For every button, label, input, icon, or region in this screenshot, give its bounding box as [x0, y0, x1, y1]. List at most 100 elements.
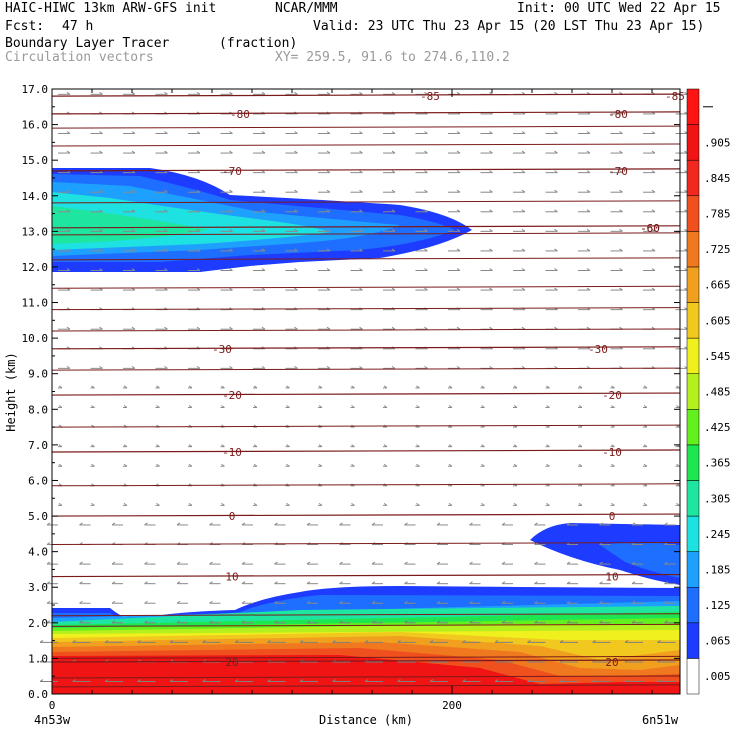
isoline — [51, 257, 681, 261]
vector-arrowhead — [267, 679, 271, 682]
colorbar-label: .425 — [704, 421, 731, 434]
vector-arrowhead — [546, 385, 550, 389]
vector-arrowhead — [619, 248, 623, 252]
vector-arrowhead — [391, 268, 396, 271]
vector-arrowhead — [111, 600, 116, 604]
vector-arrowhead — [456, 131, 461, 134]
vector-arrowhead — [294, 131, 298, 134]
vector-arrowhead — [619, 170, 623, 174]
vector-arrowhead — [651, 228, 656, 232]
y-tick-label: 11.0 — [22, 297, 49, 310]
vector-arrowhead — [383, 405, 388, 408]
vector-arrowhead — [58, 444, 63, 448]
vector-arrowhead — [318, 385, 323, 389]
vector-arrowhead — [586, 287, 591, 291]
vector-arrowhead — [274, 561, 278, 565]
vector-arrowhead — [137, 639, 141, 643]
vector-arrowhead — [123, 502, 128, 506]
vector-arrowhead — [391, 365, 396, 369]
vector-arrowhead — [566, 581, 571, 585]
vector-arrowhead — [111, 620, 116, 624]
vector-arrowhead — [72, 679, 76, 682]
vector-arrowhead — [294, 170, 298, 174]
vector-arrowhead — [164, 150, 168, 154]
colorbar-swatch — [686, 515, 700, 552]
vector-arrowhead — [66, 189, 71, 193]
vector-arrowhead — [527, 639, 531, 643]
vector-arrowhead — [521, 248, 526, 252]
vector-arrowhead — [578, 385, 583, 389]
vector-arrowhead — [261, 209, 266, 213]
vector-arrowhead — [624, 639, 629, 643]
vector-arrowhead — [79, 581, 83, 585]
vector-arrowhead — [46, 600, 51, 604]
vector-arrowhead — [448, 502, 453, 506]
vector-arrowhead — [196, 150, 201, 154]
vector-arrowhead — [448, 405, 453, 408]
isoline — [51, 307, 681, 311]
vector-arrowhead — [131, 228, 136, 232]
colorbar-swatch — [686, 622, 700, 659]
vector-arrowhead — [58, 385, 63, 389]
vector-arrowhead — [46, 542, 51, 545]
vector-arrowhead — [619, 268, 623, 271]
vector-arrowhead — [391, 170, 396, 174]
x-tick-label: 200 — [442, 699, 462, 712]
vector-arrowhead — [339, 581, 343, 585]
vector-arrowhead — [294, 209, 298, 213]
vector-arrowhead — [131, 326, 136, 330]
vector-arrowhead — [664, 620, 668, 624]
vector-arrowhead — [137, 679, 141, 682]
vector-arrowhead — [169, 639, 174, 643]
vector-arrowhead — [462, 639, 466, 643]
vector-arrowhead — [521, 131, 526, 134]
vector-arrowhead — [326, 91, 331, 95]
temperature-contour — [51, 93, 681, 97]
vector-arrowhead — [294, 248, 298, 252]
vector-arrowhead — [294, 228, 298, 232]
vector-arrowhead — [559, 679, 564, 682]
colorbar-label: .665 — [704, 279, 731, 292]
vector-arrowhead — [578, 444, 583, 448]
colorbar-swatch — [686, 124, 700, 161]
y-tick-label: 13.0 — [22, 225, 49, 238]
vector-arrowhead — [592, 679, 596, 682]
vector-arrowhead — [99, 209, 103, 213]
vector-arrowhead — [209, 620, 213, 624]
vector-arrowhead — [489, 228, 493, 232]
vector-arrowhead — [58, 405, 63, 408]
vector-arrowhead — [221, 444, 225, 448]
vector-arrowhead — [404, 620, 408, 624]
vector-arrowhead — [521, 326, 526, 330]
colorbar-label: .545 — [704, 350, 731, 363]
isoline — [51, 328, 681, 332]
vector-arrowhead — [229, 248, 233, 252]
contour-label: -20 — [222, 389, 242, 402]
vector-arrowhead — [46, 581, 51, 585]
vector-arrowhead — [489, 248, 493, 252]
vector-arrowhead — [286, 405, 290, 408]
vector-arrowhead — [294, 365, 298, 369]
vector-arrowhead — [546, 502, 550, 506]
vector-arrowhead — [586, 150, 591, 154]
vector-arrowhead — [513, 405, 518, 408]
vector-arrowhead — [39, 639, 44, 643]
vector-arrowhead — [359, 326, 363, 330]
vector-arrowhead — [164, 248, 168, 252]
vector-arrowhead — [241, 522, 246, 526]
vector-arrowhead — [326, 150, 331, 154]
colorbar-label: .725 — [704, 243, 731, 256]
vector-arrowhead — [169, 679, 174, 682]
vector-arrowhead — [494, 679, 499, 682]
colorbar-swatch — [686, 88, 700, 125]
vector-arrowhead — [123, 463, 128, 467]
vector-arrowhead — [359, 287, 363, 291]
vector-arrowhead — [156, 444, 160, 448]
vector-arrowhead — [131, 365, 136, 369]
y-tick-label: 14.0 — [22, 190, 49, 203]
vector-arrowhead — [359, 228, 363, 232]
contour-label: -10 — [222, 446, 242, 459]
vector-arrowhead — [383, 444, 388, 448]
vector-arrowhead — [196, 189, 201, 193]
vector-arrowhead — [383, 463, 388, 467]
